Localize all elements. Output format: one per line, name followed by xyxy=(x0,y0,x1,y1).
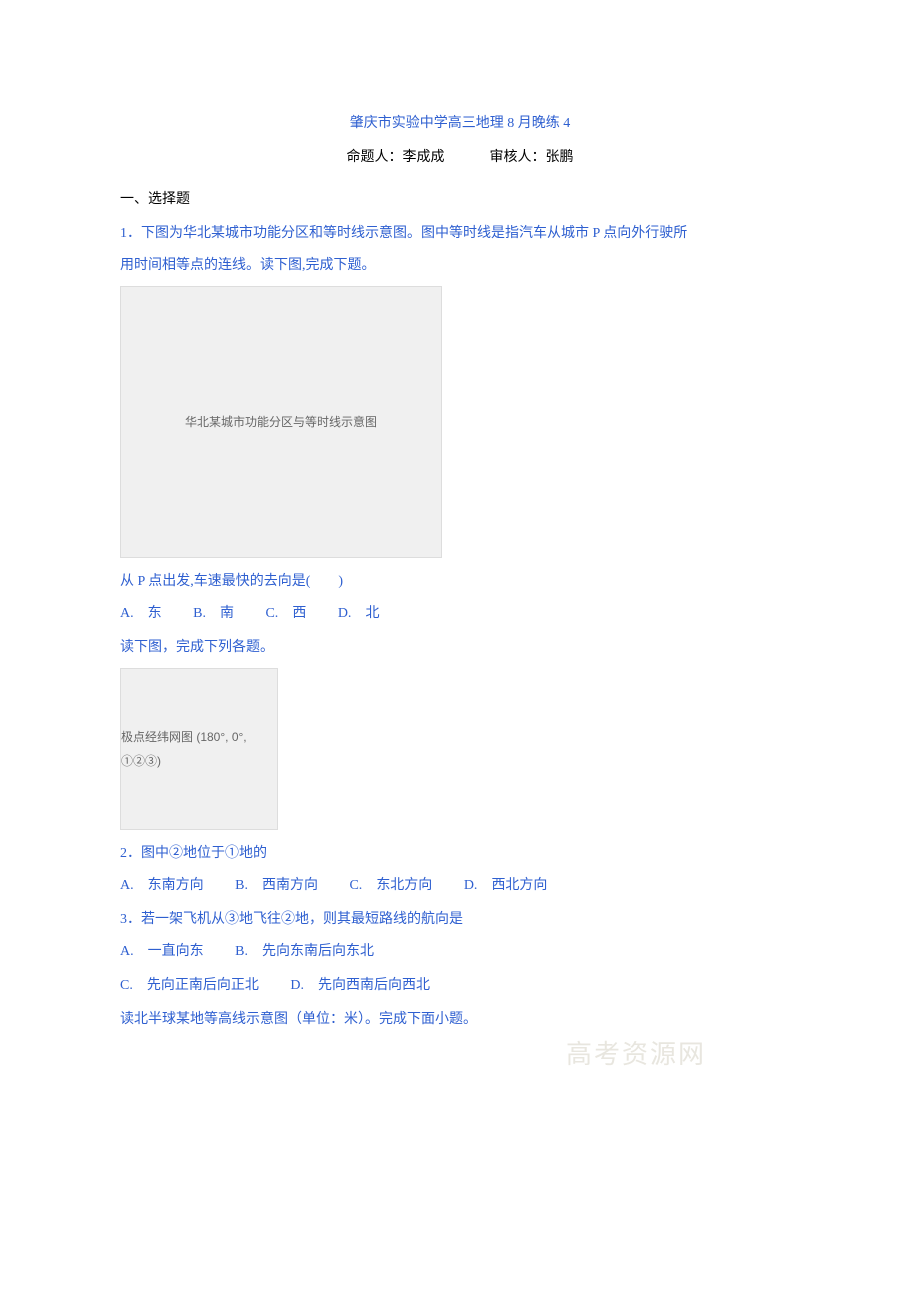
q1-stem-line2: 用时间相等点的连线。读下图,完成下题。 xyxy=(120,252,800,280)
figure-2-placeholder: 极点经纬网图 (180°, 0°, ①②③) xyxy=(120,668,278,830)
q1-option-d: D. 北 xyxy=(338,600,380,628)
q2-stem: 2．图中②地位于①地的 xyxy=(120,840,800,868)
q2-option-c-text: 东北方向 xyxy=(376,878,432,893)
q3-option-a-text: 一直向东 xyxy=(148,944,204,959)
q3-option-c: C. 先向正南后向正北 xyxy=(120,972,259,1000)
q3-options-line1: A. 一直向东 B. 先向东南后向东北 xyxy=(120,938,800,966)
reviewer-label: 审核人： xyxy=(490,150,546,165)
q3-option-a: A. 一直向东 xyxy=(120,938,204,966)
exam-title: 肇庆市实验中学高三地理 8 月晚练 4 xyxy=(120,110,800,138)
q1-option-c: C. 西 xyxy=(265,600,306,628)
author-label: 命题人： xyxy=(347,150,403,165)
q2-option-a-text: 东南方向 xyxy=(148,878,204,893)
figure-1-placeholder: 华北某城市功能分区与等时线示意图 xyxy=(120,286,442,558)
q1-options: A. 东 B. 南 C. 西 D. 北 xyxy=(120,600,800,628)
q3-option-c-text: 先向正南后向正北 xyxy=(147,978,259,993)
q2-option-d-text: 西北方向 xyxy=(491,878,547,893)
reviewer-name: 张鹏 xyxy=(546,150,574,165)
q2-option-a: A. 东南方向 xyxy=(120,872,204,900)
q3-option-d: D. 先向西南后向西北 xyxy=(290,972,430,1000)
figure-1-city-map: 华北某城市功能分区与等时线示意图 xyxy=(120,286,800,558)
q1-stem-line1: 1．下图为华北某城市功能分区和等时线示意图。图中等时线是指汽车从城市 P 点向外… xyxy=(120,220,800,248)
figure-2-polar-grid: 极点经纬网图 (180°, 0°, ①②③) xyxy=(120,668,800,830)
q1-option-d-text: 北 xyxy=(365,606,379,621)
q2-option-b: B. 西南方向 xyxy=(235,872,318,900)
q1-option-b: B. 南 xyxy=(193,600,234,628)
q2-options: A. 东南方向 B. 西南方向 C. 东北方向 D. 西北方向 xyxy=(120,872,800,900)
q3-option-b-text: 先向东南后向东北 xyxy=(262,944,374,959)
watermark: 高考资源网 xyxy=(566,1028,706,1080)
q3-options-line2: C. 先向正南后向正北 D. 先向西南后向西北 xyxy=(120,972,800,1000)
q1-option-a-text: 东 xyxy=(148,606,162,621)
q2-option-b-text: 西南方向 xyxy=(262,878,318,893)
q3-option-d-text: 先向西南后向西北 xyxy=(318,978,430,993)
author-line: 命题人：李成成 审核人：张鹏 xyxy=(120,144,800,172)
q1-subquestion: 从 P 点出发,车速最快的去向是( ) xyxy=(120,568,800,596)
group3-intro: 读北半球某地等高线示意图（单位：米）。完成下面小题。 xyxy=(120,1006,800,1034)
q2-option-d: D. 西北方向 xyxy=(464,872,548,900)
section-heading: 一、选择题 xyxy=(120,186,800,214)
q1-option-b-text: 南 xyxy=(220,606,234,621)
q3-option-b: B. 先向东南后向东北 xyxy=(235,938,374,966)
q1-option-c-text: 西 xyxy=(292,606,306,621)
q1-option-a: A. 东 xyxy=(120,600,162,628)
q3-stem: 3．若一架飞机从③地飞往②地，则其最短路线的航向是 xyxy=(120,906,800,934)
group2-intro: 读下图，完成下列各题。 xyxy=(120,634,800,662)
q2-option-c: C. 东北方向 xyxy=(349,872,432,900)
author-name: 李成成 xyxy=(403,150,445,165)
